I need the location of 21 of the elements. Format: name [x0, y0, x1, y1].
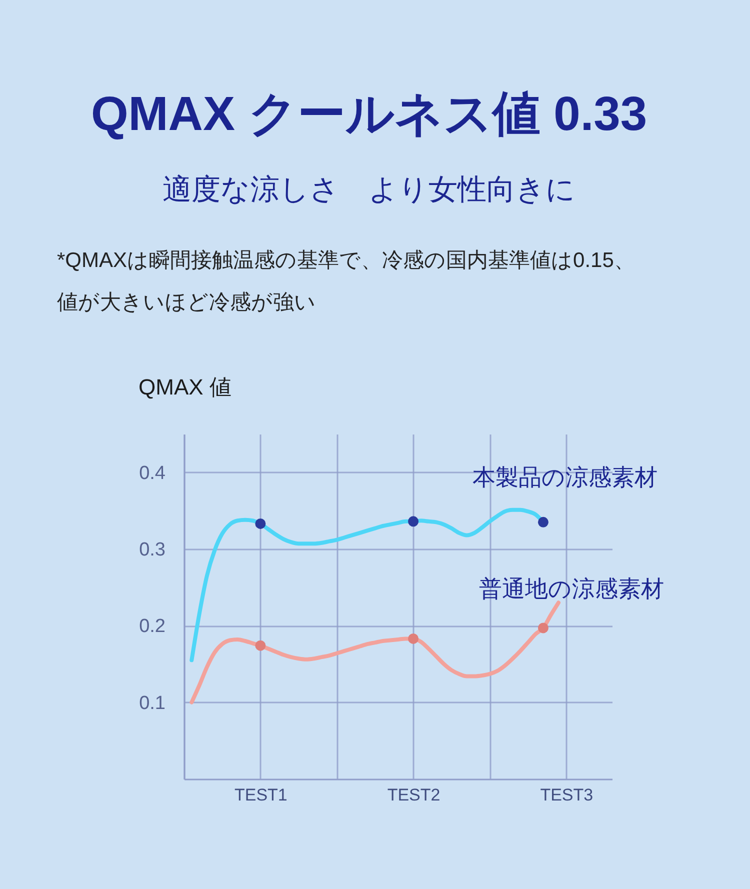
point — [538, 622, 548, 634]
series-label: 普通地の涼感素材 — [479, 576, 664, 602]
series-label: 本製品の涼感素材 — [472, 464, 658, 490]
line-series — [190, 600, 560, 704]
y-tick-label: 0.1 — [139, 692, 166, 714]
text: 値が大きいほど冷感が強い — [57, 291, 316, 314]
y-tick-label: 0.4 — [139, 462, 166, 484]
x-tick-label: TEST1 — [234, 786, 288, 804]
point — [255, 518, 266, 529]
chart-subtitle: 適度な涼しさ より女性向きに — [162, 174, 576, 206]
y-tick-label: 0.2 — [139, 616, 166, 638]
point — [255, 640, 266, 651]
x-tick-label: TEST2 — [387, 786, 440, 804]
y-tick-label: 0.3 — [139, 540, 166, 560]
x-tick-label: TEST3 — [540, 786, 594, 804]
y-axis-title: QMAX 値 — [138, 374, 232, 400]
chart-title: QMAX クールネス値 0.33 — [90, 88, 648, 141]
point — [408, 516, 419, 527]
point — [408, 633, 419, 644]
text: *QMAXは瞬間接触温感の基準で、冷感の国内基準値は0.15、 — [57, 249, 635, 272]
point — [538, 516, 548, 528]
